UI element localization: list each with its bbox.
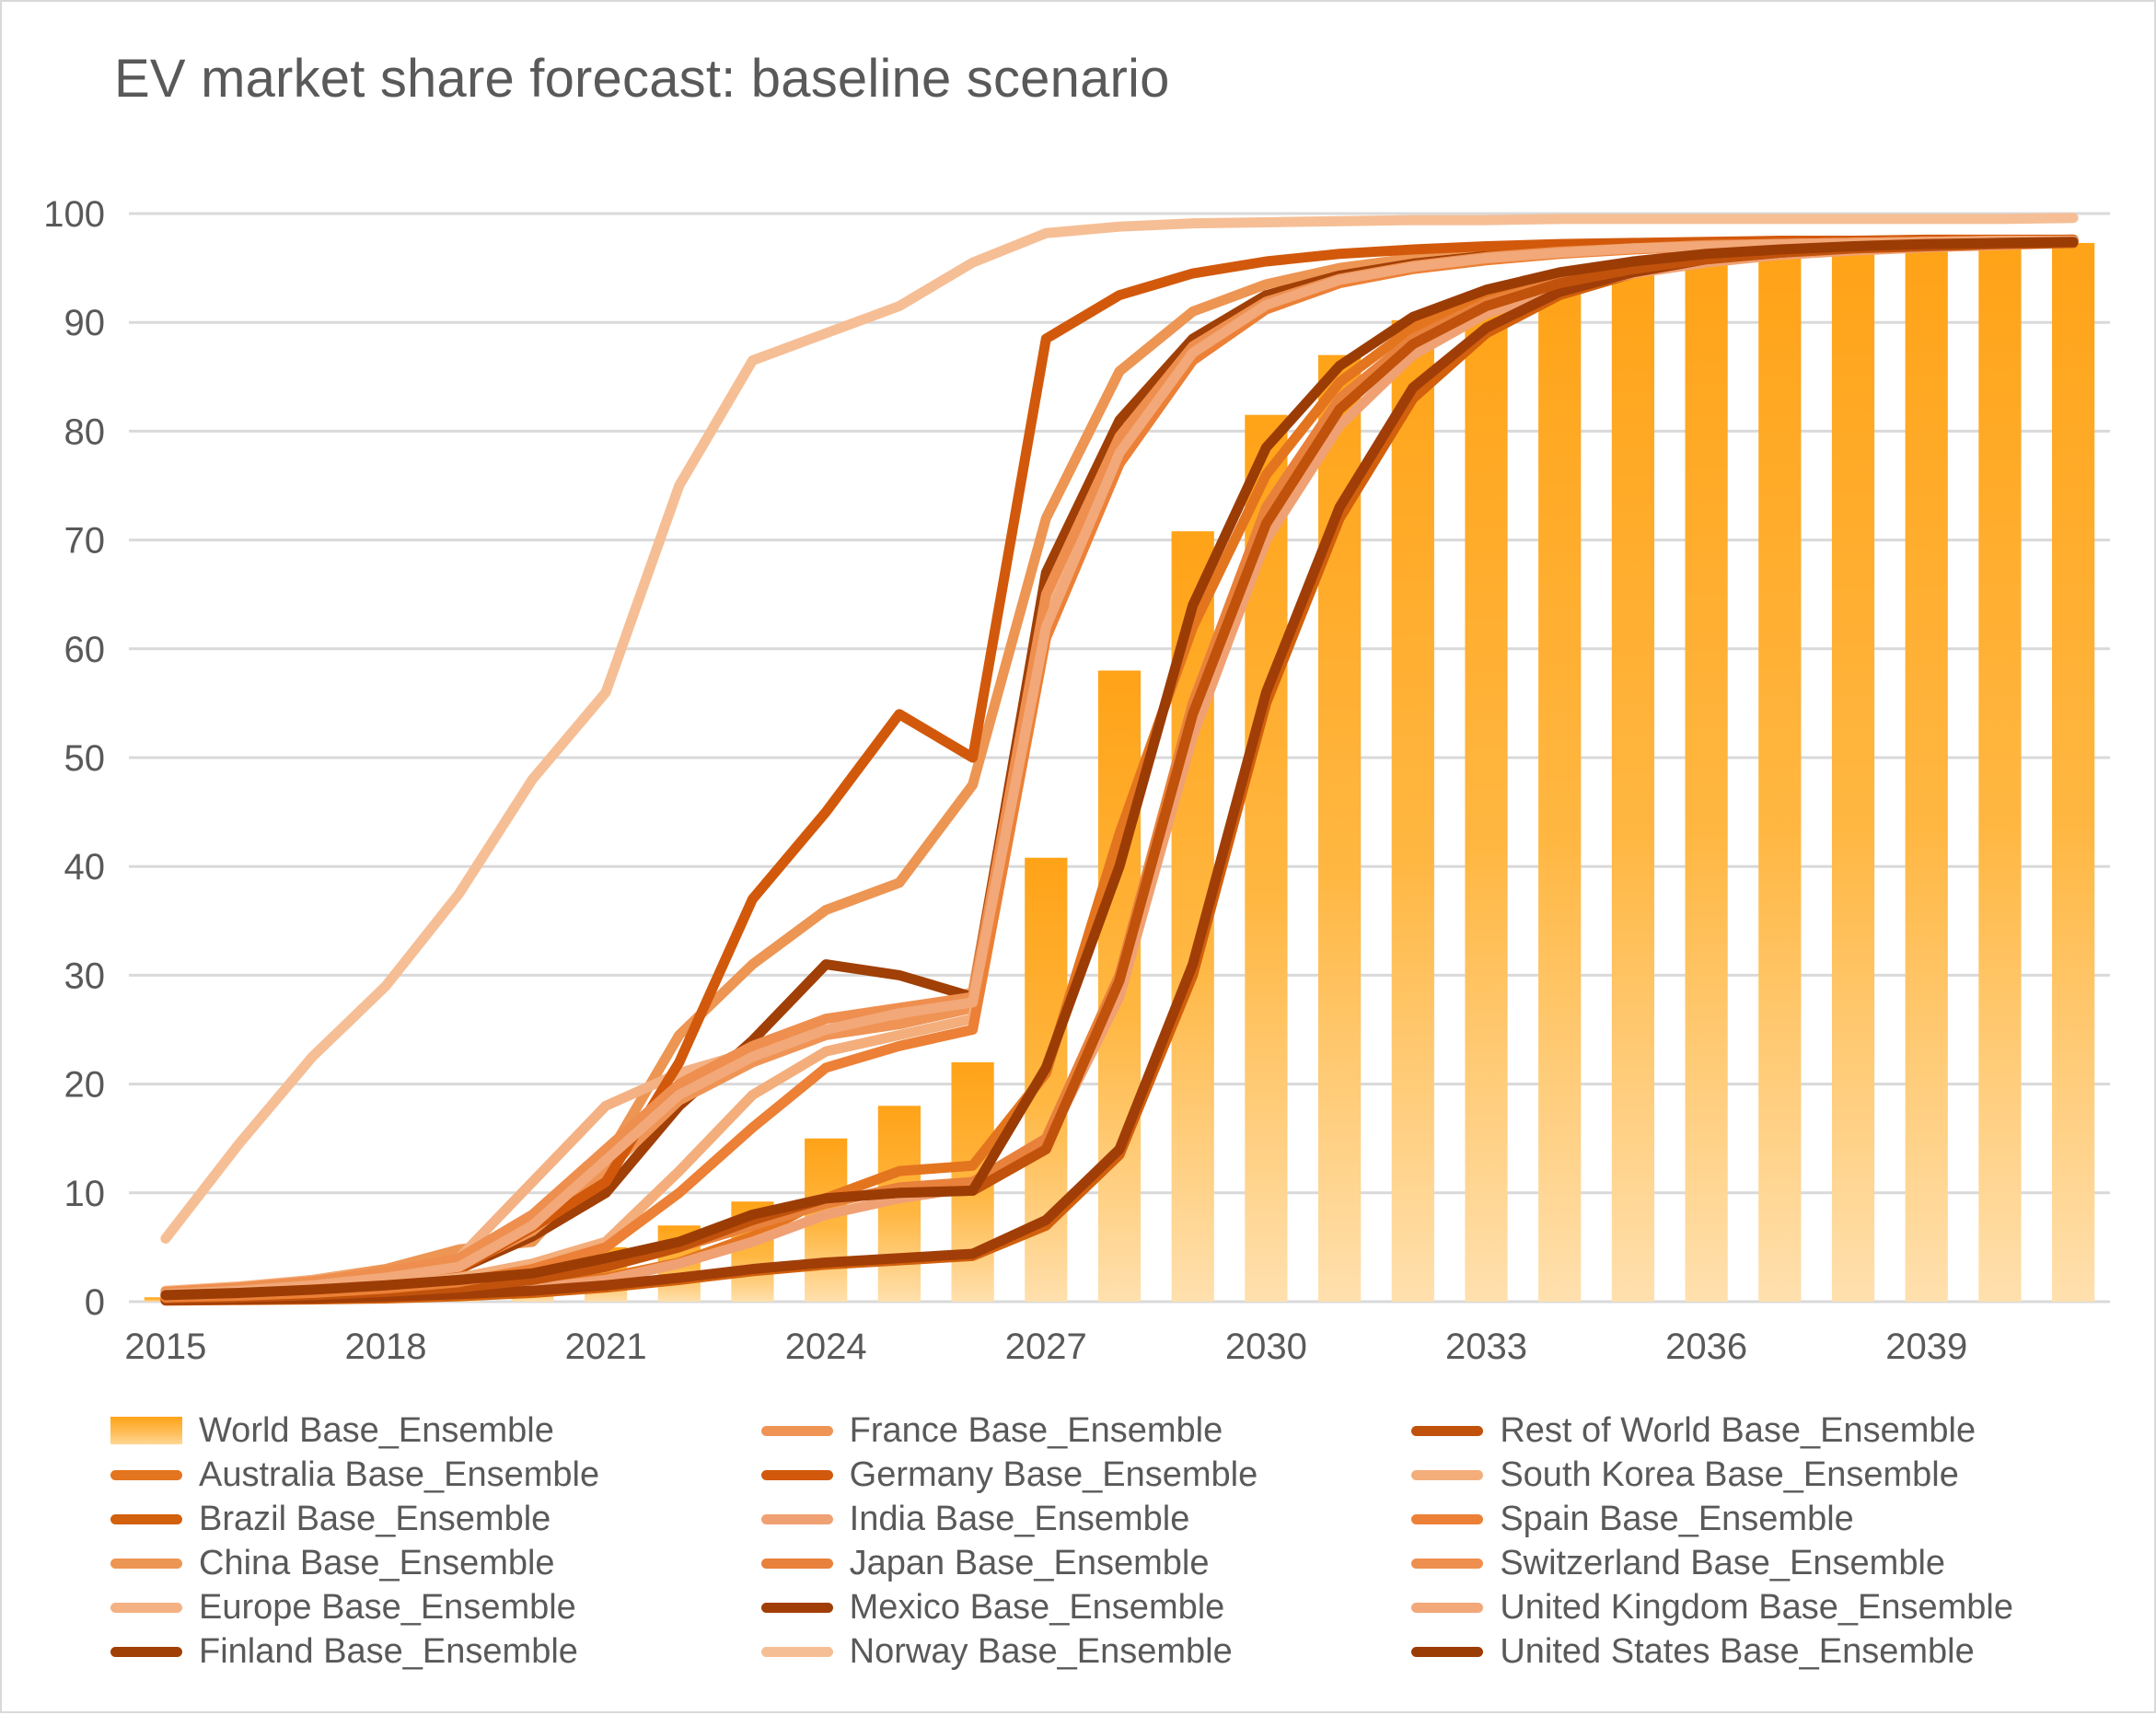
bar bbox=[1465, 295, 1508, 1302]
legend-item[interactable]: France Base_Ensemble bbox=[760, 1408, 1412, 1453]
bar bbox=[1538, 280, 1582, 1302]
legend-label: Germany Base_Ensemble bbox=[849, 1454, 1258, 1494]
svg-text:90: 90 bbox=[64, 303, 106, 343]
bar bbox=[1391, 319, 1434, 1303]
legend-swatch-line bbox=[760, 1469, 833, 1480]
svg-text:2018: 2018 bbox=[344, 1327, 426, 1367]
line-series bbox=[160, 236, 2079, 1300]
chart-title: EV market share forecast: baseline scena… bbox=[114, 49, 1170, 109]
legend-label: South Korea Base_Ensemble bbox=[1500, 1454, 1959, 1494]
line-series bbox=[160, 237, 2079, 1301]
legend-swatch-line bbox=[110, 1602, 182, 1613]
legend-label: World Base_Ensemble bbox=[199, 1410, 554, 1450]
svg-text:80: 80 bbox=[64, 411, 106, 452]
legend-swatch-line bbox=[760, 1602, 833, 1613]
legend-item[interactable]: Spain Base_Ensemble bbox=[1411, 1497, 2062, 1541]
legend-label: Switzerland Base_Ensemble bbox=[1500, 1543, 1946, 1582]
bar bbox=[1611, 268, 1655, 1303]
legend-item[interactable]: Europe Base_Ensemble bbox=[110, 1585, 761, 1629]
line-series-group bbox=[160, 213, 2079, 1306]
legend-swatch-line bbox=[1411, 1513, 1484, 1524]
legend-item[interactable]: Switzerland Base_Ensemble bbox=[1411, 1541, 2062, 1585]
legend-swatch-line bbox=[110, 1558, 182, 1569]
svg-text:2027: 2027 bbox=[1005, 1327, 1087, 1367]
legend-label: China Base_Ensemble bbox=[199, 1543, 555, 1582]
svg-text:10: 10 bbox=[64, 1174, 106, 1214]
svg-text:2024: 2024 bbox=[785, 1327, 867, 1367]
legend-label: Mexico Base_Ensemble bbox=[849, 1587, 1225, 1627]
svg-text:70: 70 bbox=[64, 521, 106, 562]
legend-swatch-line bbox=[110, 1646, 182, 1657]
svg-text:2030: 2030 bbox=[1225, 1327, 1307, 1367]
svg-text:2036: 2036 bbox=[1665, 1327, 1747, 1367]
legend-label: Australia Base_Ensemble bbox=[199, 1454, 600, 1494]
legend-label: Rest of World Base_Ensemble bbox=[1500, 1410, 1976, 1450]
bar bbox=[1831, 250, 1875, 1302]
svg-text:20: 20 bbox=[64, 1065, 106, 1106]
chart-legend: World Base_Ensemble France Base_Ensemble R… bbox=[110, 1408, 2062, 1674]
svg-text:2021: 2021 bbox=[565, 1327, 647, 1367]
svg-text:30: 30 bbox=[64, 956, 106, 996]
svg-text:100: 100 bbox=[43, 194, 105, 235]
legend-item[interactable]: Australia Base_Ensemble bbox=[110, 1453, 761, 1497]
legend-swatch-line bbox=[110, 1469, 182, 1480]
legend-item[interactable]: Germany Base_Ensemble bbox=[760, 1453, 1412, 1497]
svg-text:2039: 2039 bbox=[1885, 1327, 1967, 1367]
legend-label: United States Base_Ensemble bbox=[1500, 1631, 1975, 1671]
legend-swatch-line bbox=[1411, 1602, 1484, 1613]
legend-swatch-line bbox=[1411, 1425, 1484, 1436]
legend-item[interactable]: Mexico Base_Ensemble bbox=[760, 1585, 1412, 1629]
line-series bbox=[160, 213, 2079, 1244]
legend-item[interactable]: Brazil Base_Ensemble bbox=[110, 1497, 761, 1541]
svg-text:50: 50 bbox=[64, 738, 106, 779]
legend-swatch-line bbox=[110, 1513, 182, 1524]
bar bbox=[1758, 254, 1802, 1302]
legend-item[interactable]: World Base_Ensemble bbox=[110, 1408, 761, 1453]
legend-item[interactable]: China Base_Ensemble bbox=[110, 1541, 761, 1585]
bar bbox=[1685, 260, 1728, 1303]
legend-item[interactable]: Norway Base_Ensemble bbox=[760, 1629, 1412, 1674]
svg-text:40: 40 bbox=[64, 847, 106, 887]
legend-item[interactable]: Finland Base_Ensemble bbox=[110, 1629, 761, 1674]
svg-text:2015: 2015 bbox=[124, 1327, 206, 1367]
legend-swatch-line bbox=[1411, 1646, 1484, 1657]
svg-text:0: 0 bbox=[85, 1282, 105, 1323]
legend-item[interactable]: United Kingdom Base_Ensemble bbox=[1411, 1585, 2062, 1629]
legend-swatch-line bbox=[760, 1646, 833, 1657]
legend-label: Norway Base_Ensemble bbox=[849, 1631, 1233, 1671]
legend-label: Japan Base_Ensemble bbox=[849, 1543, 1210, 1582]
legend-label: Finland Base_Ensemble bbox=[199, 1631, 578, 1671]
legend-label: France Base_Ensemble bbox=[849, 1410, 1223, 1450]
legend-label: India Base_Ensemble bbox=[849, 1499, 1190, 1538]
legend-label: United Kingdom Base_Ensemble bbox=[1500, 1587, 2013, 1627]
legend-swatch-line bbox=[1411, 1469, 1484, 1480]
legend-item[interactable]: United States Base_Ensemble bbox=[1411, 1629, 2062, 1674]
bar bbox=[2052, 242, 2095, 1302]
legend-swatch-line bbox=[760, 1558, 833, 1569]
legend-swatch-bar bbox=[110, 1417, 182, 1444]
svg-text:2033: 2033 bbox=[1445, 1327, 1527, 1367]
legend-item[interactable]: India Base_Ensemble bbox=[760, 1497, 1412, 1541]
svg-text:60: 60 bbox=[64, 630, 106, 670]
legend-item[interactable]: South Korea Base_Ensemble bbox=[1411, 1453, 2062, 1497]
legend-label: Brazil Base_Ensemble bbox=[199, 1499, 551, 1538]
legend-label: Europe Base_Ensemble bbox=[199, 1587, 576, 1627]
legend-item[interactable]: Rest of World Base_Ensemble bbox=[1411, 1408, 2062, 1453]
legend-swatch-line bbox=[1411, 1558, 1484, 1569]
legend-item[interactable]: Japan Base_Ensemble bbox=[760, 1541, 1412, 1585]
legend-label: Spain Base_Ensemble bbox=[1500, 1499, 1854, 1538]
y-axis-tick-labels: 0 10 20 30 40 50 60 70 80 90 100 bbox=[43, 194, 105, 1323]
legend-swatch-line bbox=[760, 1513, 833, 1524]
legend-swatch-line bbox=[760, 1425, 833, 1436]
bar bbox=[1905, 247, 1948, 1303]
x-axis-tick-labels: 2015 2018 2021 2024 2027 2030 2033 2036 2039 bbox=[124, 1327, 1967, 1367]
bar bbox=[1978, 245, 2022, 1302]
